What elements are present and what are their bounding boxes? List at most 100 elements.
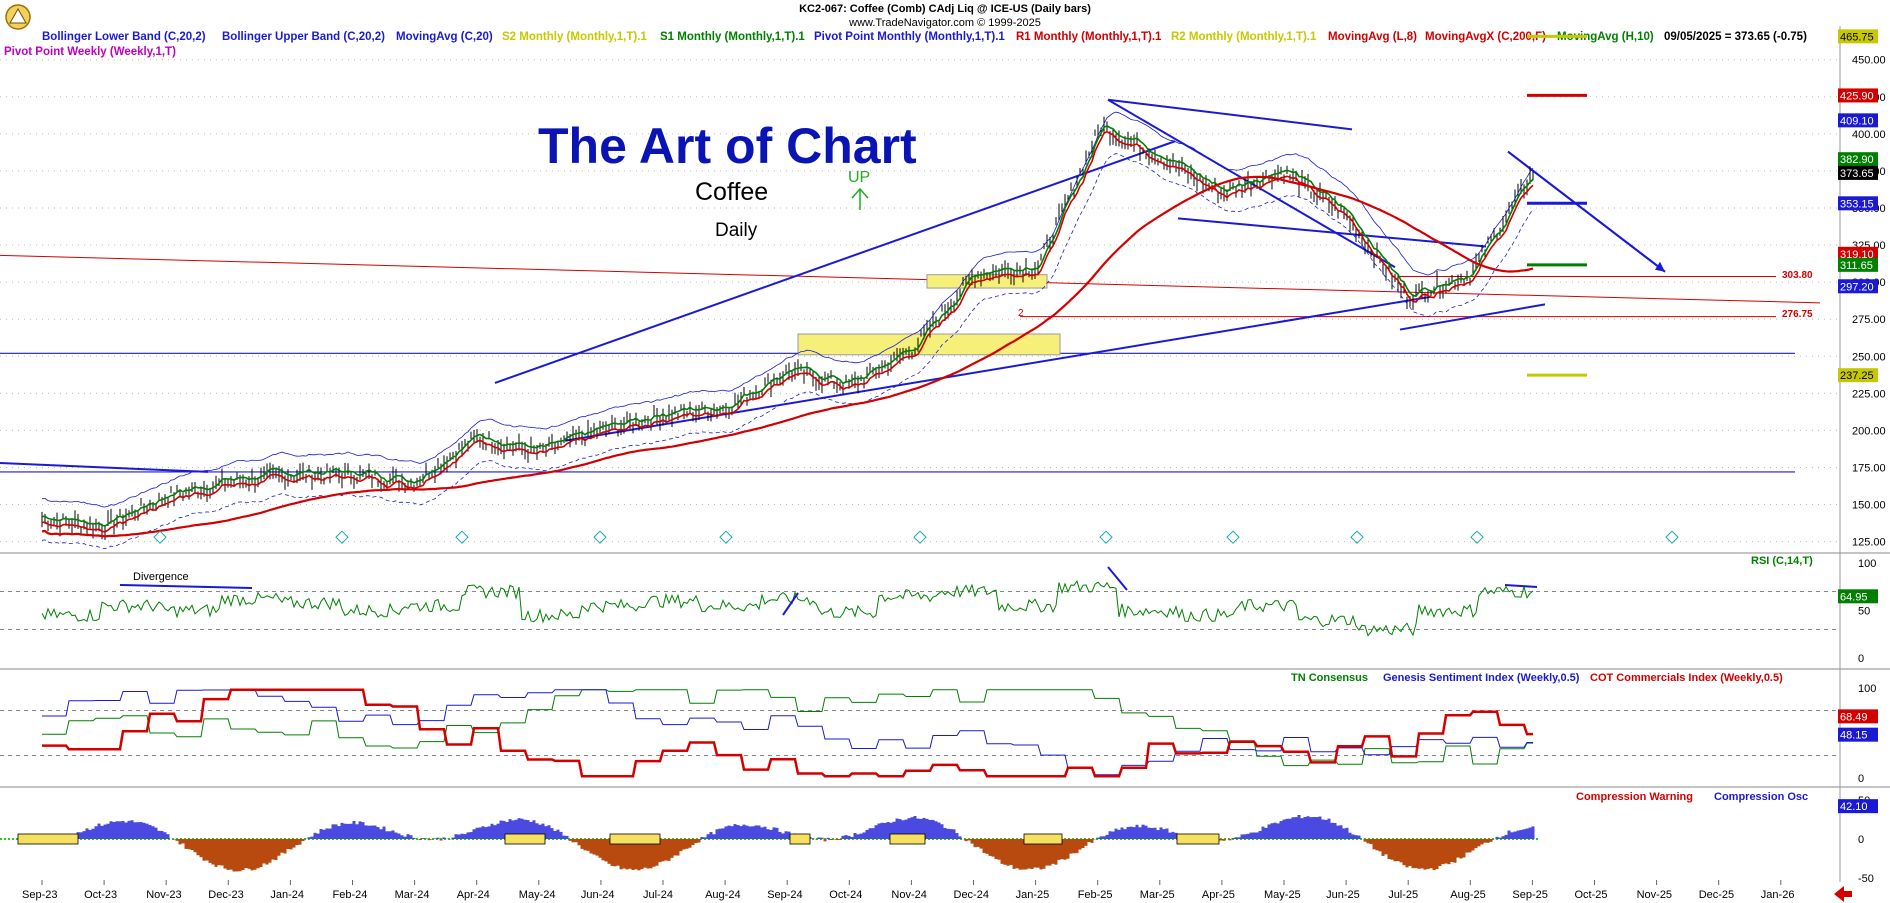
genesis-current-label: 48.15: [1840, 730, 1868, 742]
legend-item: S2 Monthly (Monthly,1,T).1: [502, 31, 647, 43]
sentiment-legend-item: TN Consensus: [1291, 672, 1368, 684]
legend-item: Bollinger Lower Band (C,20,2): [42, 31, 206, 43]
x-tick-label: Sep-24: [767, 889, 802, 901]
price-label-text: 409.10: [1840, 115, 1874, 127]
trendline: [564, 295, 1431, 442]
x-tick-label: May-24: [519, 889, 556, 901]
sentiment-tick-label: 100: [1858, 683, 1876, 695]
compression-warning-box: [609, 833, 661, 845]
x-tick-label: Jan-25: [1016, 889, 1050, 901]
legend-item: S1 Monthly (Monthly,1,T).1: [660, 31, 805, 43]
genesis-current-box: [1838, 727, 1878, 742]
price-label-text: 297.20: [1840, 281, 1874, 293]
legend-item: Pivot Point Monthly (Monthly,1,T).1: [814, 31, 1005, 43]
sentiment-tick-label: 0: [1858, 773, 1864, 785]
compression-current-label: 42.10: [1840, 801, 1868, 813]
price-label-box: [1838, 165, 1878, 180]
pivot-diamond-icon: [1350, 530, 1364, 544]
price-label-text: 465.75: [1840, 31, 1874, 43]
x-tick-label: Dec-25: [1699, 889, 1734, 901]
x-tick-label: Jun-25: [1326, 889, 1360, 901]
rsi-tick-label: 100: [1858, 558, 1876, 570]
legend-item: MovingAvg (C,20): [396, 31, 493, 43]
divergence-arrow: [782, 592, 799, 616]
pivot-diamond-icon: [913, 530, 927, 544]
compression-warning-box: [1023, 833, 1063, 845]
x-tick-label: Jan-24: [270, 889, 304, 901]
price-tick-label: 125.00: [1852, 537, 1886, 549]
scroll-left-arrow-icon: [1834, 886, 1852, 902]
x-tick-label: Mar-24: [395, 889, 430, 901]
cot-current-box: [1838, 709, 1878, 724]
price-label-box: [1838, 368, 1878, 383]
price-label-text: 311.65: [1840, 260, 1873, 272]
price-label-box: [1838, 279, 1878, 294]
divergence-line: [1107, 566, 1128, 591]
x-tick-label: Jul-24: [643, 889, 673, 901]
x-tick-label: Apr-25: [1202, 889, 1235, 901]
tn-consensus-line: [42, 689, 1533, 767]
pivot-diamond-icon: [1099, 530, 1113, 544]
compression-warning-box: [789, 833, 811, 845]
level-276-label: 276.75: [1782, 309, 1813, 320]
up-arrow-icon: [851, 187, 869, 210]
x-tick-label: Apr-24: [457, 889, 490, 901]
x-tick-label: Nov-25: [1637, 889, 1672, 901]
price-tick-label: 400.00: [1852, 129, 1886, 141]
rsi-line: [41, 579, 1534, 637]
x-tick-label: Jun-24: [581, 889, 615, 901]
pivot-diamond-icon: [1470, 530, 1484, 544]
trendline: [1399, 303, 1546, 331]
divergence-line: [119, 584, 253, 589]
x-tick-label: Aug-24: [705, 889, 740, 901]
pivot-marker-2: 2: [1018, 308, 1024, 319]
x-tick-label: May-25: [1264, 889, 1301, 901]
legend-item: MovingAvg (H,10): [1557, 31, 1654, 43]
trendline: [0, 462, 209, 473]
x-tick-label: Oct-24: [829, 889, 862, 901]
moving-avg-h10: [41, 124, 1534, 527]
compression-warning-box: [504, 833, 546, 845]
up-label: UP: [848, 169, 871, 186]
pivot-diamond-icon: [1665, 530, 1679, 544]
x-tick-label: Nov-23: [146, 889, 181, 901]
red-guide-line: [0, 254, 1821, 304]
price-tick-label: 200.00: [1852, 425, 1886, 437]
pivot-diamond-icon: [153, 530, 167, 544]
projection-arrowhead: [1655, 261, 1665, 272]
sentiment-legend-item: Genesis Sentiment Index (Weekly,0.5): [1383, 672, 1580, 684]
genesis-sentiment-line: [42, 689, 1533, 776]
copyright-line: www.TradeNavigator.com © 1999-2025: [849, 17, 1041, 29]
trendline: [494, 140, 1176, 384]
sentiment-legend-item: COT Commercials Index (Weekly,0.5): [1590, 672, 1783, 684]
cot-commercials-line: [42, 688, 1533, 778]
legend-item: MovingAvg (L,8): [1328, 31, 1418, 43]
x-tick-label: Mar-25: [1140, 889, 1175, 901]
price-label-box: [1838, 257, 1878, 272]
compression-warning-box: [889, 833, 926, 845]
x-tick-label: Nov-24: [891, 889, 926, 901]
x-tick-label: Feb-24: [333, 889, 368, 901]
legend-item: MovingAvgX (C,200,F): [1425, 31, 1546, 43]
legend-item: Bollinger Upper Band (C,20,2): [222, 31, 385, 43]
divergence-line: [1504, 584, 1538, 588]
price-label-text: 382.90: [1840, 154, 1874, 166]
moving-avg-l8: [41, 130, 1534, 533]
tradenavigator-logo: [4, 3, 32, 31]
rsi-current-box: [1838, 589, 1878, 604]
legend-pivot-weekly: Pivot Point Weekly (Weekly,1,T): [4, 46, 176, 58]
price-label-box: [1838, 246, 1878, 261]
moving-avg-200: [41, 175, 1534, 538]
price-tick-label: 175.00: [1852, 462, 1886, 474]
price-tick-label: 225.00: [1852, 388, 1886, 400]
compression-warning-box: [1176, 833, 1220, 845]
price-label-box: [1838, 29, 1878, 44]
trendline: [1177, 217, 1487, 248]
price-tick-label: 250.00: [1852, 351, 1886, 363]
x-tick-label: Dec-23: [208, 889, 243, 901]
chart-symbol-title: KC2-067: Coffee (Comb) CAdj Liq @ ICE-US…: [799, 3, 1091, 15]
bollinger-lower-band: [41, 153, 1534, 549]
rsi-name-label: RSI (C,14,T): [1751, 555, 1813, 567]
x-tick-label: Jan-26: [1761, 889, 1795, 901]
